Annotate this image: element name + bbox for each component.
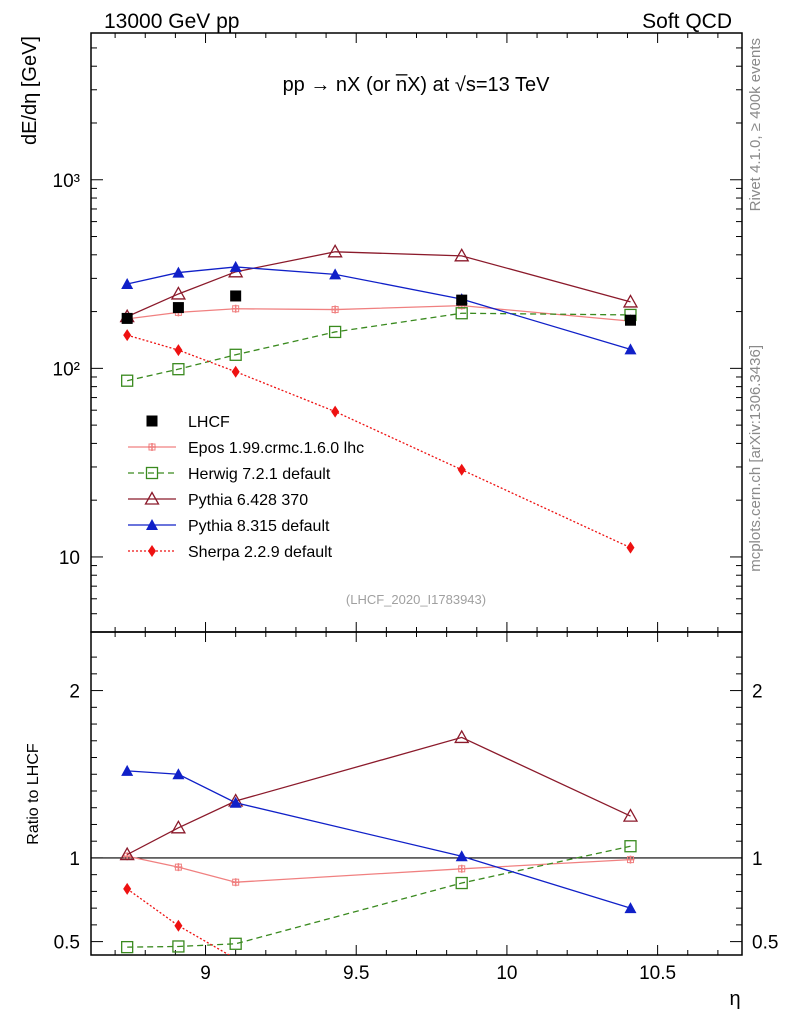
legend-marker-sherpa-2-2-9-default <box>148 545 156 557</box>
x-tick-label: 9 <box>200 963 211 984</box>
ratio-point-pythia-8-315-default <box>172 768 185 780</box>
ratio-point-herwig-7-2-1-default <box>455 876 468 890</box>
data-point-pythia-6-428-370 <box>170 286 187 300</box>
data-point-herwig-7-2-1-default <box>229 348 242 361</box>
rivet-version-label: Rivet 4.1.0, ≥ 400k events <box>747 38 764 211</box>
plot-title: pp → nX (or n̅X) at √s=13 TeV <box>283 73 551 96</box>
data-point-herwig-7-2-1-default <box>328 325 342 339</box>
legend: LHCF Epos 1.99.crmc.1.6.0 lhc Herwig 7.2.1… <box>128 414 364 561</box>
data-point-lhcf <box>172 302 184 314</box>
data-point-sherpa-2-2-9-default <box>331 405 340 418</box>
ratio-point-pythia-8-315-default <box>121 764 134 776</box>
legend-label-epos-1-99-crmc-1-6-0-lhc: Epos 1.99.crmc.1.6.0 lhc <box>188 440 364 457</box>
ratio-point-epos-1-99-crmc-1-6-0-lhc-box <box>232 878 240 886</box>
series-line-epos-1-99-crmc-1-6-0-lhc <box>127 305 631 322</box>
data-point-sherpa-2-2-9-default <box>626 541 635 554</box>
ratio-line-herwig-7-2-1-default <box>127 845 631 948</box>
data-point-sherpa-2-2-9-default <box>231 365 240 378</box>
ratio-point-herwig-7-2-1-default <box>229 937 242 950</box>
data-point-epos-1-99-crmc-1-6-0-lhc-box <box>232 305 240 313</box>
y-tick-label: 10 <box>59 548 80 569</box>
ratio-panel: 0.5 0.5 1 1 2 2 9 9.5 10 10.5 Ratio to LHCF η <box>25 631 778 1010</box>
y-axis-label: dE/dη [GeV] <box>19 36 41 145</box>
ratio-point-pythia-8-315-default <box>455 850 468 862</box>
data-point-herwig-7-2-1-default <box>172 363 185 376</box>
ratio-y-tick-label: 2 <box>69 682 80 703</box>
main-panel: 10 10² 10³ dE/dη [GeV] pp → nX (or n̅X) at √… <box>19 32 743 633</box>
legend-label-lhcf: LHCF <box>188 414 230 431</box>
data-point-pythia-6-428-370 <box>454 248 470 262</box>
ratio-frame <box>90 631 743 956</box>
ratio-point-pythia-8-315-default <box>229 796 242 808</box>
ratio-point-herwig-7-2-1-default <box>121 940 134 954</box>
x-tick-label: 10 <box>496 963 517 984</box>
data-point-lhcf <box>230 290 242 302</box>
x-axis-label: η <box>729 988 740 1010</box>
y-tick-label: 10² <box>53 359 80 380</box>
legend-marker-epos-1-99-crmc-1-6-0-lhc-box <box>148 443 156 451</box>
legend-marker-lhcf <box>146 415 158 427</box>
legend-marker-herwig-7-2-1-default <box>145 466 159 480</box>
data-point-herwig-7-2-1-default <box>455 307 468 320</box>
legend-label-pythia-8-315-default: Pythia 8.315 default <box>188 518 330 535</box>
ratio-point-pythia-8-315-default <box>624 902 637 914</box>
ratio-line-epos-1-99-crmc-1-6-0-lhc <box>127 855 631 883</box>
data-point-lhcf <box>456 294 468 306</box>
legend-label-sherpa-2-2-9-default: Sherpa 2.2.9 default <box>188 544 333 561</box>
ratio-point-herwig-7-2-1-default <box>172 940 185 953</box>
main-frame <box>90 32 743 633</box>
series-line-sherpa-2-2-9-default <box>126 334 631 549</box>
data-point-pythia-8-315-default <box>329 268 342 280</box>
ratio-line-pythia-8-315-default <box>127 770 631 909</box>
data-point-lhcf <box>121 312 133 324</box>
ratio-y-axis-label: Ratio to LHCF <box>25 743 42 845</box>
legend-marker-pythia-8-315-default <box>146 519 158 530</box>
data-point-pythia-8-315-default <box>229 260 242 272</box>
ratio-y-tick-label-right: 2 <box>752 682 763 703</box>
data-point-sherpa-2-2-9-default <box>123 329 132 342</box>
data-point-pythia-6-428-370 <box>622 294 639 308</box>
series-line-pythia-6-428-370 <box>126 251 631 318</box>
mcplots-label: mcplots.cern.ch [arXiv:1306.3436] <box>747 345 764 572</box>
data-point-sherpa-2-2-9-default <box>457 463 466 476</box>
ratio-line-sherpa-2-2-9-default <box>126 888 231 955</box>
legend-marker-pythia-6-428-370 <box>144 491 160 505</box>
ratio-y-tick-label-right: 0.5 <box>752 933 778 954</box>
ratio-series-group <box>119 729 639 955</box>
ratio-point-sherpa-2-2-9-default <box>123 882 132 895</box>
ratio-point-pythia-6-428-370 <box>622 808 639 822</box>
ratio-y-tick-label: 0.5 <box>54 933 80 954</box>
data-point-epos-1-99-crmc-1-6-0-lhc-box <box>331 306 339 314</box>
legend-label-pythia-6-428-370: Pythia 6.428 370 <box>188 492 308 509</box>
data-point-herwig-7-2-1-default <box>121 374 134 387</box>
x-tick-label: 9.5 <box>343 963 369 984</box>
data-point-pythia-8-315-default <box>121 278 134 290</box>
legend-label-herwig-7-2-1-default: Herwig 7.2.1 default <box>188 466 331 483</box>
ratio-point-herwig-7-2-1-default <box>624 840 637 853</box>
data-point-pythia-8-315-default <box>624 343 637 355</box>
ratio-y-tick-label-right: 1 <box>752 849 763 870</box>
ratio-point-pythia-6-428-370 <box>119 846 135 861</box>
ratio-point-epos-1-99-crmc-1-6-0-lhc-box <box>458 865 466 873</box>
ratio-y-tick-label: 1 <box>69 849 80 870</box>
analysis-id-label: (LHCF_2020_I1783943) <box>346 592 486 607</box>
data-point-pythia-6-428-370 <box>327 243 343 258</box>
ratio-point-epos-1-99-crmc-1-6-0-lhc-box <box>174 863 182 871</box>
x-tick-label: 10.5 <box>639 963 676 984</box>
header-right: Soft QCD <box>642 10 732 33</box>
series-line-herwig-7-2-1-default <box>127 312 631 382</box>
header-left: 13000 GeV pp <box>104 10 239 33</box>
ratio-point-sherpa-2-2-9-default <box>174 919 183 932</box>
ratio-point-pythia-6-428-370 <box>454 729 470 744</box>
series-line-pythia-8-315-default <box>127 266 631 351</box>
data-point-pythia-8-315-default <box>172 266 185 278</box>
ratio-point-pythia-6-428-370 <box>170 819 187 834</box>
data-point-sherpa-2-2-9-default <box>174 344 183 357</box>
y-tick-label: 10³ <box>53 171 80 192</box>
ratio-point-epos-1-99-crmc-1-6-0-lhc-box <box>626 856 634 864</box>
data-point-lhcf <box>624 314 636 326</box>
